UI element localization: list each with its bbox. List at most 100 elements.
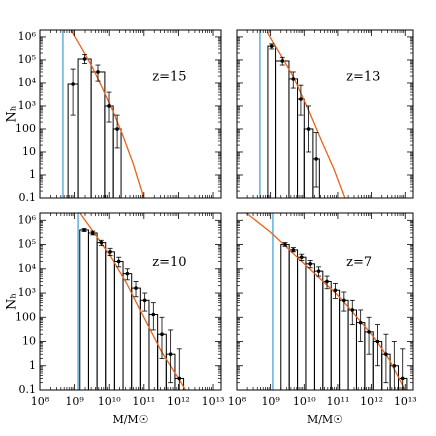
y-tick-label: 10⁵ [18,53,36,66]
plot-area [77,213,187,390]
y-axis-label: Nₕ [5,106,20,123]
data-point [280,59,285,63]
plot-frame [236,212,414,391]
y-tick-label: 10³ [18,99,36,112]
y-tick-label: 1 [29,168,36,181]
y-axis-label: Nₕ [5,293,20,310]
data-point [358,320,363,325]
x-tick-label: 10¹¹ [327,395,350,408]
x-tick-label: 10⁹ [65,395,84,408]
data-point [291,77,296,81]
error-bar [358,309,364,342]
model-curve [70,30,145,198]
bar [105,251,115,390]
bar [288,249,299,390]
data-point [82,57,87,61]
bar [288,78,299,198]
bar [113,260,124,390]
data-point [384,352,388,356]
error-bar [176,348,182,390]
data-point [168,352,173,356]
x-tick-label: 10¹³ [394,395,417,408]
x-tick-label: 10¹⁰ [98,395,121,408]
data-point [283,242,287,247]
y-tick-label: 0.1 [19,191,37,204]
y-tick-label: 100 [15,122,36,135]
y-tick-label: 10 [22,335,36,348]
model-curve [78,213,187,390]
bar [96,242,107,390]
y-tick-label: 1 [29,359,36,372]
x-tick-label: 10¹³ [202,395,225,408]
data-point [116,259,121,264]
data-point [71,82,75,86]
y-tick-label: 10⁶ [18,30,37,43]
data-point [350,308,355,312]
panel: 10⁸ 10⁹ 10¹⁰ 10¹¹ 10¹² 10¹³ 0.1 1 10 100 10³ 10⁴ 10⁵… [5,212,225,426]
panel: 0.1 1 10 100 10³ 10⁴ 10⁵ 10⁶ z=15 Nₕ [5,29,222,204]
x-tick-label: 10¹¹ [132,395,155,408]
error-bar [168,329,174,384]
data-point [160,332,164,337]
data-point [115,127,119,131]
data-point [269,44,274,48]
bar [77,58,92,198]
plot-area [245,213,408,390]
x-tick-label: 10¹⁰ [293,395,316,408]
bar [330,289,341,390]
data-point [82,228,86,232]
data-point [299,255,304,260]
bar [79,229,89,390]
bar [87,232,98,390]
x-tick-label: 10⁸ [228,395,247,408]
data-point [400,376,405,381]
data-point [325,279,329,284]
plot-area [259,30,346,198]
x-axis-label: M/M☉ [112,413,148,426]
panel-label: z=10 [152,255,186,270]
data-point [125,271,130,276]
panel-label: z=15 [152,70,186,85]
panel-label: z=7 [346,255,372,270]
y-tick-label: 10⁴ [18,76,37,89]
error-bar [400,348,406,390]
bar [305,263,315,390]
x-tick-label: 10¹² [167,395,190,408]
data-point [367,330,371,334]
data-point [177,376,182,381]
y-tick-label: 10⁴ [18,262,37,275]
bar [339,299,349,390]
panel: z=13 [236,29,414,199]
data-point [308,262,312,266]
data-point [107,104,111,108]
bar [90,71,106,198]
plot-area [62,30,145,198]
data-point [333,288,338,293]
error-bar [374,324,380,367]
error-bar [114,114,120,149]
data-point [299,97,303,101]
data-point [99,240,104,245]
error-bar [349,299,355,325]
plot-frame [236,29,414,199]
data-point [392,363,397,368]
error-bar [383,333,389,384]
x-axis-label: M/M☉ [307,413,343,426]
model-curve [245,213,406,390]
bar [131,287,141,390]
bar [280,244,290,390]
x-tick-label: 10⁸ [31,395,50,408]
data-point [142,298,147,303]
bar [297,256,307,390]
y-tick-label: 10⁶ [18,213,37,226]
y-tick-label: 10³ [18,286,36,299]
y-tick-label: 10⁵ [18,238,36,251]
plot-frame [39,29,222,199]
data-point [316,269,321,273]
y-tick-label: 100 [15,310,36,323]
data-point [314,157,318,161]
panel-label: z=13 [346,70,380,85]
error-bar [150,302,156,331]
error-bar [366,316,372,355]
